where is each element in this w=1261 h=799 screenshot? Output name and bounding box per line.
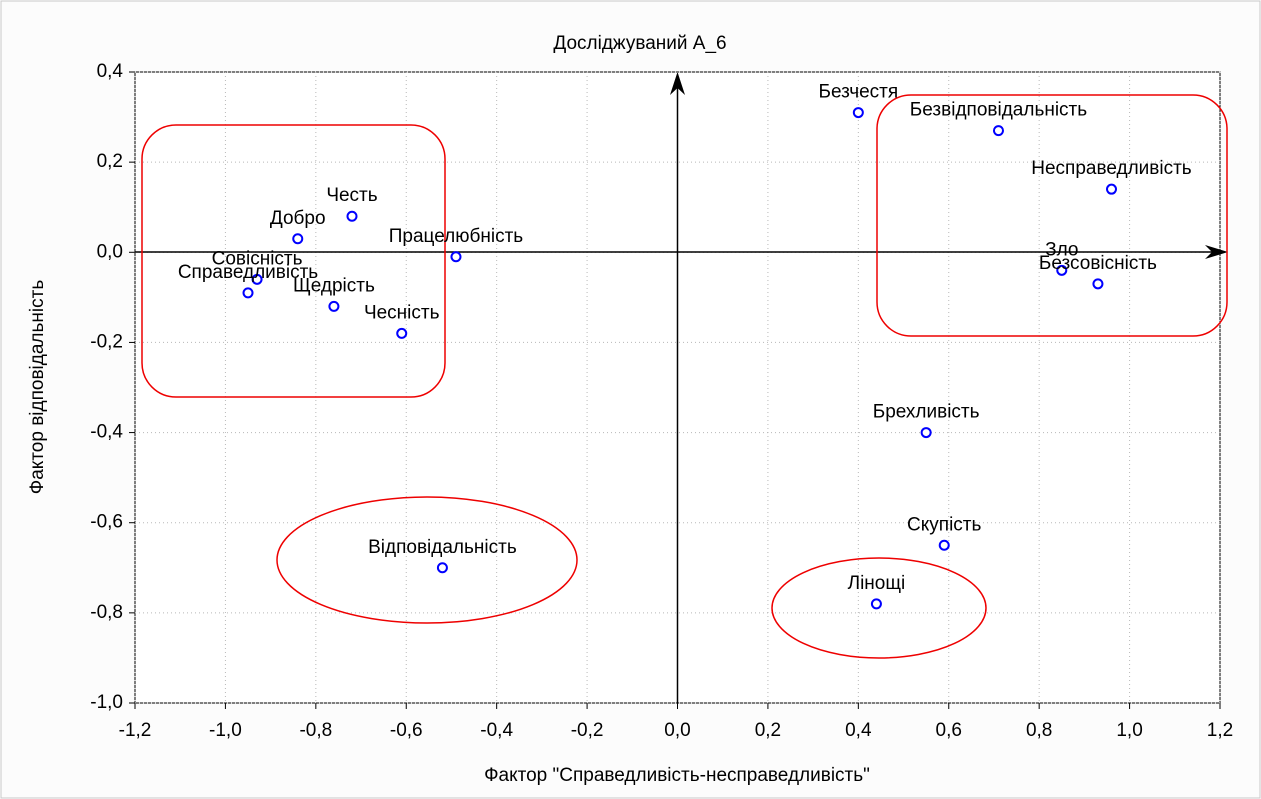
x-tick-label: -0,4 [480, 720, 513, 741]
group-outline [876, 94, 1228, 337]
x-tick-label: 0,8 [1026, 720, 1052, 741]
point-label: Безчестя [819, 82, 899, 103]
x-tick-label: -0,6 [390, 720, 423, 741]
arrow-head [670, 72, 685, 95]
chart-title: Досліджуваний А_6 [553, 33, 726, 54]
point [328, 300, 340, 312]
point [992, 125, 1004, 137]
x-tick-label: 0,0 [664, 720, 690, 741]
point [1106, 183, 1117, 195]
group-outline [771, 557, 987, 659]
x-tick-label: 0,4 [845, 720, 872, 741]
group-outline [141, 124, 446, 398]
point-label: Чесність [364, 302, 440, 323]
point-label: Відповідальність [368, 537, 517, 558]
point-label: Щедрість [293, 275, 375, 296]
point [292, 233, 304, 245]
group-outline [276, 496, 578, 624]
arrow-head [1205, 245, 1228, 259]
x-tick-label: -1,0 [209, 720, 242, 741]
x-tick-label: -0,8 [299, 720, 332, 741]
point [450, 251, 462, 263]
y-tick-label: 0,4 [97, 61, 124, 82]
point [920, 427, 932, 439]
point [1092, 278, 1104, 290]
x-tick-label: 1,2 [1207, 720, 1233, 741]
x-axis-label: Фактор "Справедливість-несправедливість" [484, 765, 870, 786]
y-tick-label: 0,0 [97, 241, 123, 262]
point-label: Добро [270, 208, 326, 229]
point-label: Брехливість [873, 402, 980, 423]
y-axis-label: Фактор відповідальність [27, 280, 48, 495]
y-tick-label: -0,6 [90, 512, 123, 533]
point-label: Несправедливість [1031, 158, 1192, 179]
point [1056, 264, 1068, 276]
y-tick-label: -0,8 [90, 602, 123, 623]
point-label: Працелюбність [389, 226, 524, 247]
x-tick-label: 0,6 [936, 720, 962, 741]
point [251, 273, 263, 285]
point-label: Справедливість [178, 262, 318, 283]
point-label: Зло [1045, 239, 1078, 260]
point-label: Честь [326, 185, 377, 206]
y-tick-label: -1,0 [90, 692, 123, 713]
point [242, 287, 254, 299]
point-label: Безсовісність [1039, 253, 1157, 274]
x-tick-label: -1,2 [119, 720, 152, 741]
y-tick-label: 0,2 [97, 151, 123, 172]
point [870, 598, 882, 610]
point [396, 327, 408, 339]
x-tick-label: 1,0 [1116, 720, 1142, 741]
x-tick-label: 0,2 [755, 720, 781, 741]
point [938, 539, 950, 551]
point [852, 107, 864, 119]
point-label: Безвідповідальність [910, 100, 1087, 121]
point-label: Совісність [212, 248, 303, 269]
point-label: Лінощі [848, 573, 906, 594]
x-tick-label: -0,2 [571, 720, 604, 741]
y-tick-label: -0,2 [90, 331, 123, 352]
point-label: Скупість [907, 514, 981, 535]
y-tick-label: -0,4 [90, 422, 123, 443]
point [346, 210, 358, 222]
point [436, 562, 448, 574]
